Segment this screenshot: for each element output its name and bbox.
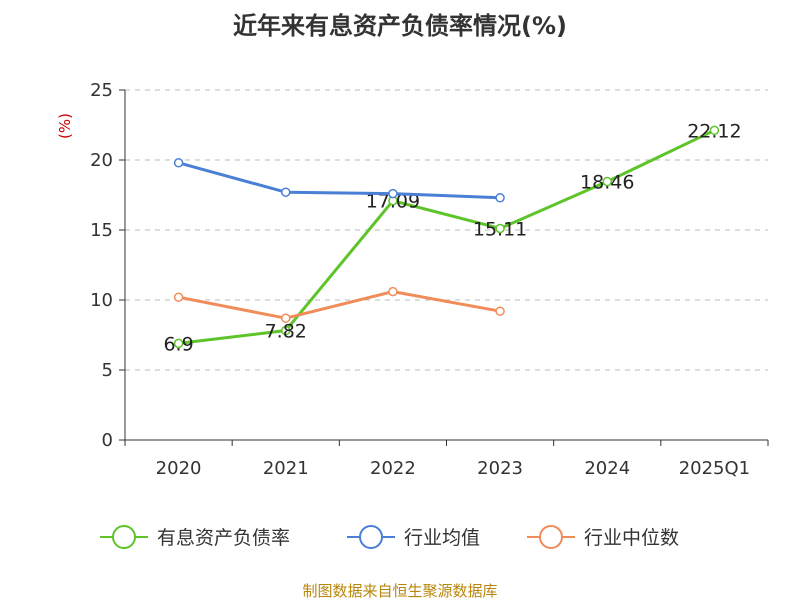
data-point bbox=[281, 313, 291, 323]
x-tick-label: 2021 bbox=[263, 458, 309, 479]
y-tick-label: 5 bbox=[102, 360, 113, 381]
x-tick-label: 2022 bbox=[370, 458, 416, 479]
series-line bbox=[178, 290, 501, 320]
data-label: 7.82 bbox=[265, 321, 307, 343]
data-label: 6.9 bbox=[163, 333, 193, 355]
data-label: 18.46 bbox=[580, 172, 634, 194]
series-line bbox=[178, 161, 501, 200]
data-point bbox=[281, 187, 291, 197]
x-tick-label: 2020 bbox=[156, 458, 202, 479]
data-point bbox=[709, 125, 720, 136]
series-line bbox=[178, 128, 716, 345]
data-point bbox=[495, 306, 505, 316]
data-point bbox=[602, 176, 612, 187]
x-tick-label: 2025Q1 bbox=[679, 458, 750, 479]
legend-label: 有息资产负债率 bbox=[157, 527, 290, 549]
legend-label: 行业中位数 bbox=[584, 527, 679, 549]
data-point bbox=[281, 325, 291, 336]
data-point bbox=[173, 292, 184, 302]
y-tick-label: 10 bbox=[90, 290, 113, 311]
data-label: 17.09 bbox=[366, 191, 420, 213]
legend-label: 行业均值 bbox=[404, 527, 480, 549]
data-point bbox=[388, 188, 398, 199]
data-label: 15.11 bbox=[473, 218, 527, 240]
x-tick-label: 2023 bbox=[477, 458, 523, 479]
chart-title: 近年来有息资产负债率情况(%) bbox=[233, 12, 567, 40]
legend-swatch-marker bbox=[112, 525, 136, 549]
data-point bbox=[173, 338, 184, 349]
y-tick-label: 20 bbox=[90, 150, 113, 171]
y-tick-label: 0 bbox=[102, 430, 113, 451]
y-tick-label: 25 bbox=[90, 80, 113, 101]
legend-swatch-marker bbox=[539, 525, 563, 549]
y-tick-label: 15 bbox=[90, 220, 113, 241]
y-axis-label: (%) bbox=[56, 113, 74, 139]
data-point bbox=[495, 193, 505, 203]
data-source-note: 制图数据来自恒生聚源数据库 bbox=[302, 582, 498, 600]
data-point bbox=[173, 158, 184, 168]
data-point bbox=[495, 223, 505, 234]
legend-swatch-marker bbox=[359, 525, 383, 549]
x-tick-label: 2024 bbox=[584, 458, 630, 479]
data-label: 22.12 bbox=[687, 120, 741, 142]
data-point bbox=[388, 286, 398, 297]
